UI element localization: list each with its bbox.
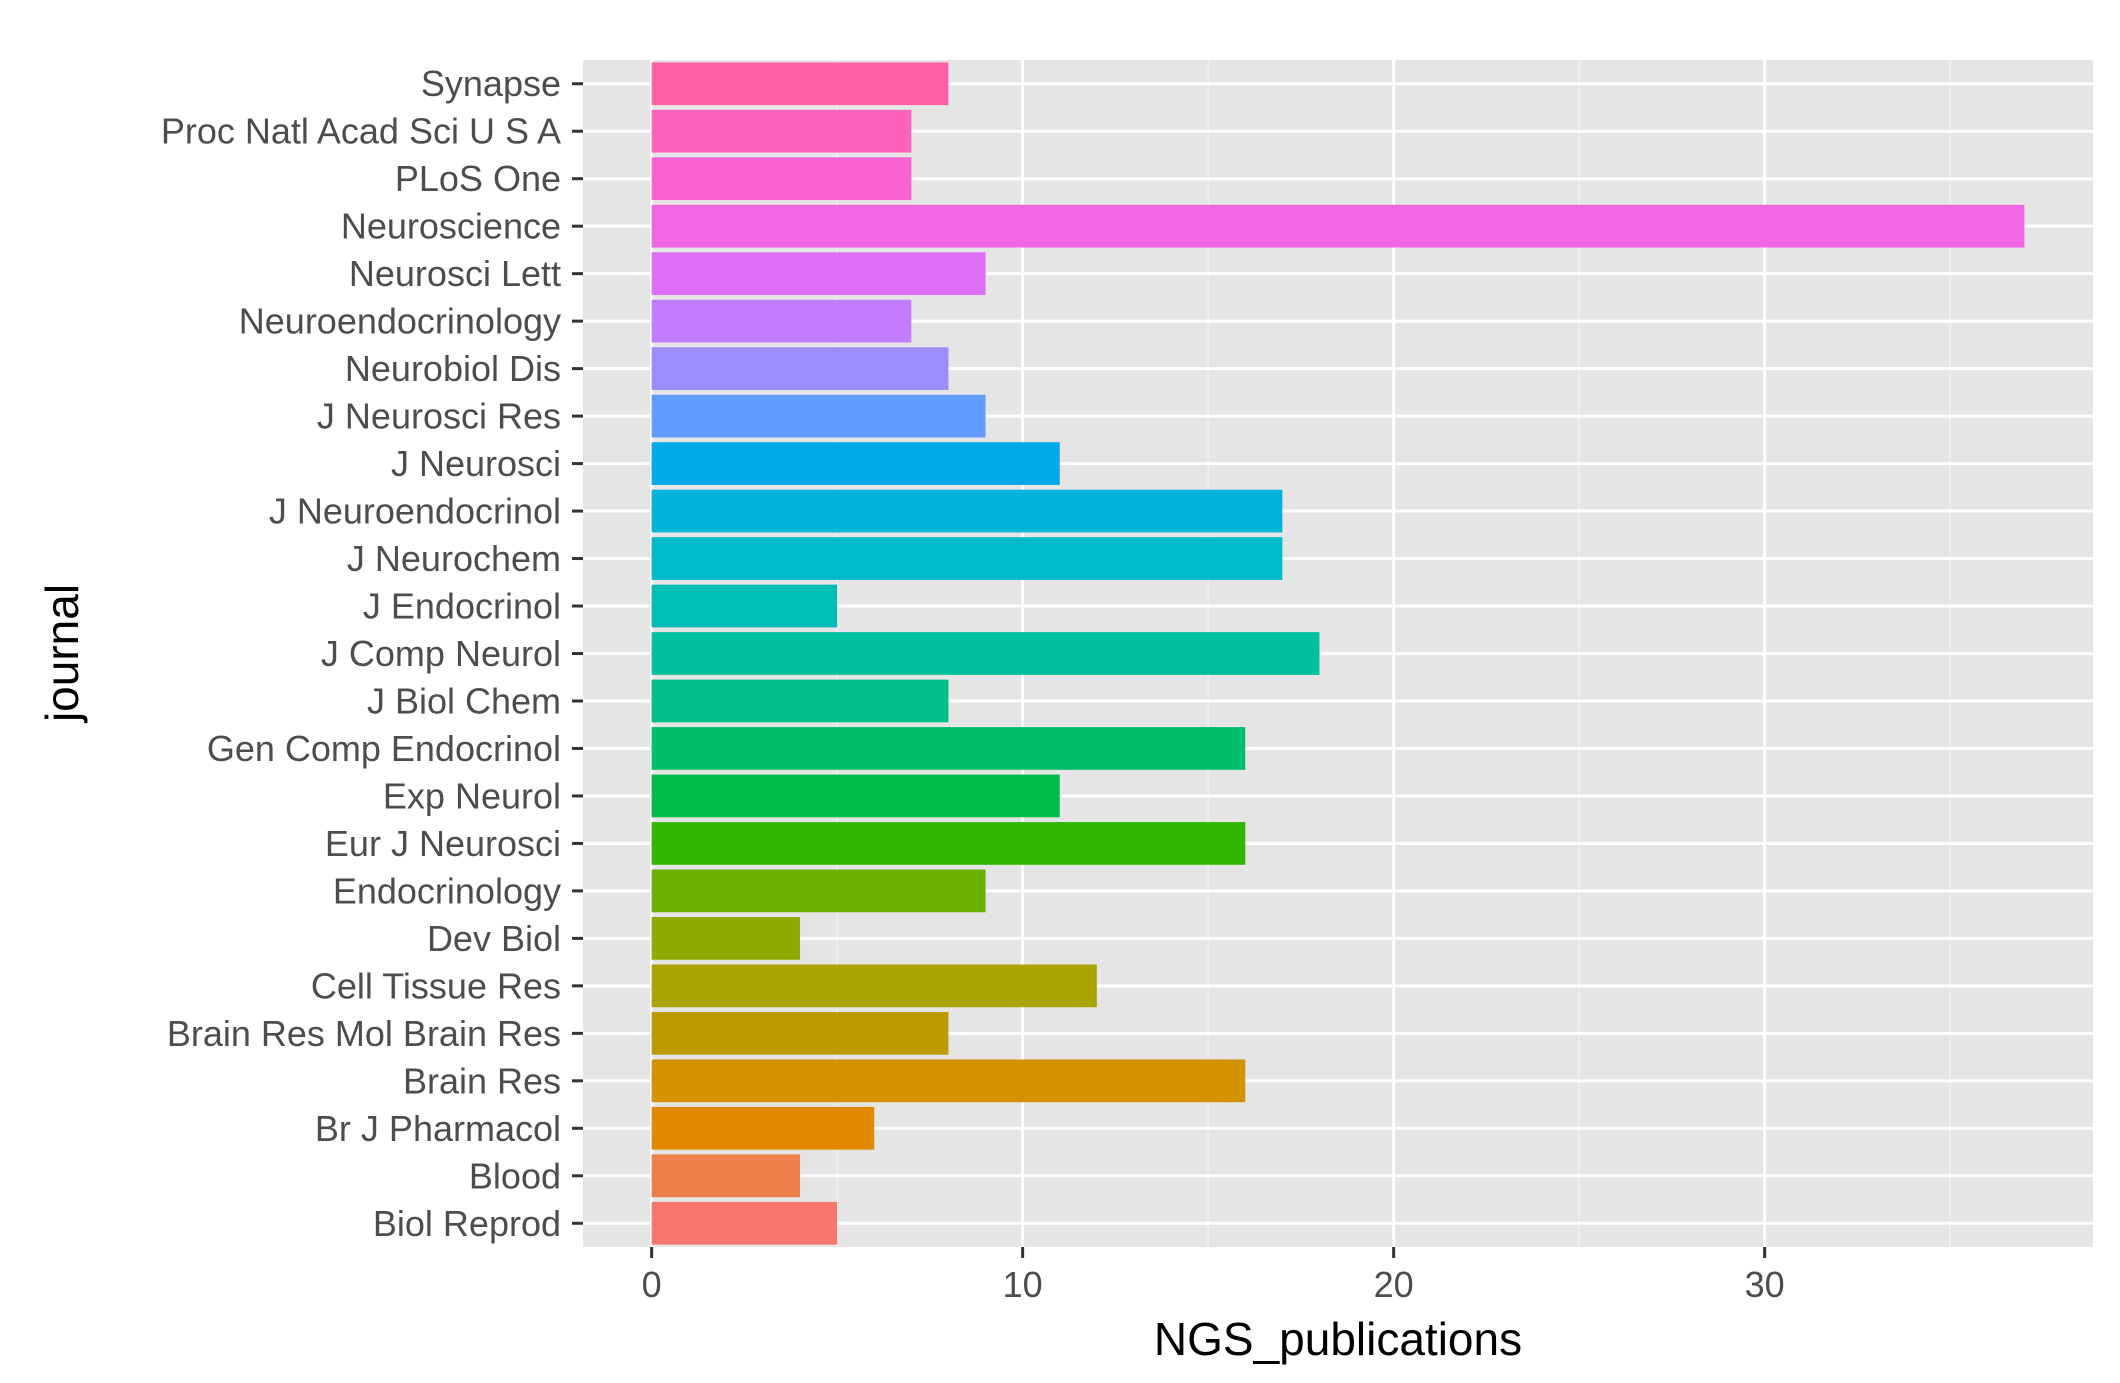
bar [651, 157, 912, 201]
y-tick-label: Gen Comp Endocrinol [207, 728, 561, 769]
y-tick-label: Neuroscience [341, 206, 561, 247]
y-tick-label: Synapse [421, 63, 561, 104]
bar [651, 347, 949, 390]
bar [651, 822, 1246, 865]
bar [651, 537, 1283, 580]
y-tick-label: Dev Biol [427, 918, 561, 959]
bar [651, 869, 986, 913]
bar [651, 489, 1283, 533]
bar [651, 204, 2025, 248]
y-tick-label: Brain Res [403, 1060, 561, 1101]
bar [651, 584, 838, 628]
bars-layer [651, 62, 2025, 1245]
bar [651, 252, 986, 296]
y-tick-label: Eur J Neurosci [325, 823, 561, 864]
y-tick-label: Neuroendocrinology [239, 301, 561, 342]
x-tick-label: 0 [642, 1264, 662, 1305]
bar [651, 632, 1320, 675]
y-tick-label: J Neurosci Res [317, 396, 561, 437]
y-axis-title: journal [36, 584, 88, 724]
x-axis-title: NGS_publications [1154, 1313, 1522, 1365]
x-axis: 0 10 20 30 [642, 1247, 1785, 1305]
bar [651, 1059, 1246, 1103]
y-tick-label: PLoS One [395, 158, 561, 199]
y-tick-label: J Endocrinol [363, 586, 561, 627]
y-tick-label: Neurosci Lett [349, 253, 561, 294]
y-tick-label: J Neurosci [391, 443, 561, 484]
y-tick-label: J Neuroendocrinol [269, 491, 561, 532]
bar [651, 964, 1097, 1008]
bar [651, 62, 949, 106]
x-tick-label: 30 [1745, 1264, 1785, 1305]
bar [651, 299, 912, 343]
bar [651, 1201, 838, 1245]
y-tick-label: J Neurochem [347, 538, 561, 579]
bar [651, 1011, 949, 1055]
y-tick-label: Endocrinology [333, 870, 561, 911]
bar [651, 109, 912, 153]
x-tick-label: 20 [1374, 1264, 1414, 1305]
bar [651, 1106, 875, 1150]
x-tick-label: 10 [1003, 1264, 1043, 1305]
y-tick-label: Cell Tissue Res [311, 965, 561, 1006]
bar [651, 679, 949, 723]
y-tick-label: Brain Res Mol Brain Res [167, 1013, 561, 1054]
y-tick-label: J Comp Neurol [321, 633, 561, 674]
bar [651, 774, 1060, 818]
bar [651, 394, 986, 438]
y-tick-label: Neurobiol Dis [345, 348, 561, 389]
y-axis: Biol Reprod Blood Br J Pharmacol Brain Res B… [161, 63, 583, 1244]
bar [651, 442, 1060, 485]
y-tick-label: J Biol Chem [367, 680, 561, 721]
y-tick-label: Biol Reprod [373, 1203, 561, 1244]
bar [651, 727, 1246, 770]
y-tick-label: Proc Natl Acad Sci U S A [161, 111, 561, 152]
y-tick-label: Exp Neurol [383, 775, 561, 816]
bar [651, 917, 801, 960]
y-tick-label: Blood [469, 1155, 561, 1196]
bar [651, 1154, 801, 1198]
y-tick-label: Br J Pharmacol [315, 1108, 561, 1149]
